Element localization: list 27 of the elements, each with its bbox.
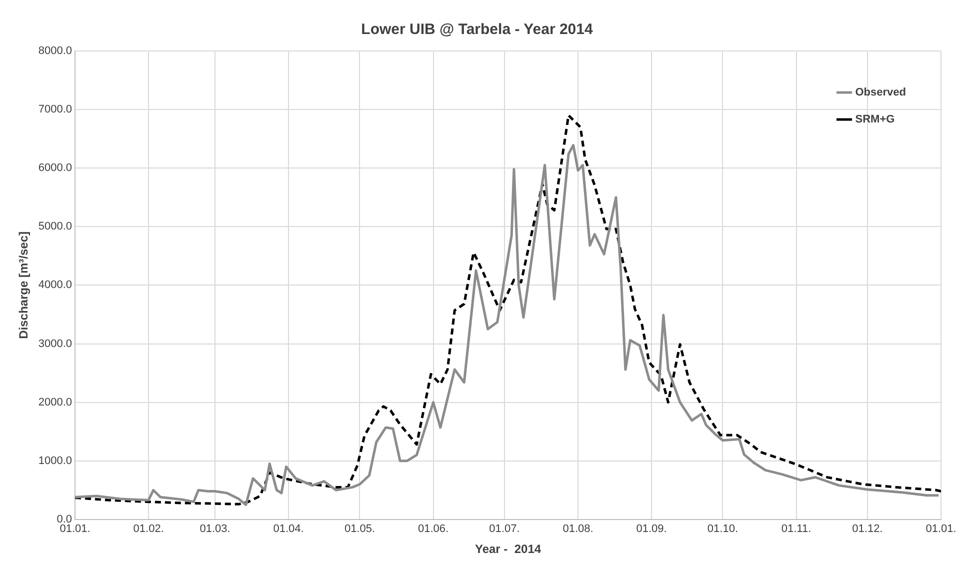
x-tick-label: 01.09. (636, 523, 667, 536)
x-tick-label: 01.04. (273, 523, 304, 536)
x-tick-label: 01.06. (418, 523, 449, 536)
x-tick-label: 01.11. (781, 523, 812, 536)
y-tick-label: 8000.0 (38, 45, 72, 58)
x-tick-label: 01.08. (562, 523, 594, 536)
x-tick-label: 01.12. (852, 523, 883, 536)
y-tick-label: 3000.0 (38, 338, 72, 350)
legend-label: SRM+G (855, 114, 895, 126)
y-tick-label: 7000.0 (38, 104, 72, 116)
chart-title: Lower UIB @ Tarbela - Year 2014 (361, 21, 594, 38)
y-tick-label: 6000.0 (38, 162, 72, 174)
y-tick-label: 2000.0 (38, 396, 72, 408)
x-tick-label: 01.01. (60, 523, 90, 536)
y-axis-title: Discharge [m³/sec] (16, 232, 31, 339)
x-tick-label: 01.10. (707, 523, 738, 536)
x-tick-label: 01.01. (926, 523, 956, 536)
legend-label: Observed (855, 86, 906, 99)
x-tick-label: 01.07. (489, 523, 520, 536)
x-axis-title: Year - 2014 (474, 542, 542, 556)
y-tick-label: 5000.0 (38, 220, 72, 233)
x-tick-label: 01.05. (344, 523, 376, 536)
x-tick-label: 01.03. (200, 523, 230, 536)
y-tick-label: 0.0 (56, 513, 72, 526)
y-tick-label: 1000.0 (38, 454, 72, 467)
y-tick-label: 4000.0 (38, 279, 72, 292)
x-tick-label: 01.02. (133, 523, 164, 536)
